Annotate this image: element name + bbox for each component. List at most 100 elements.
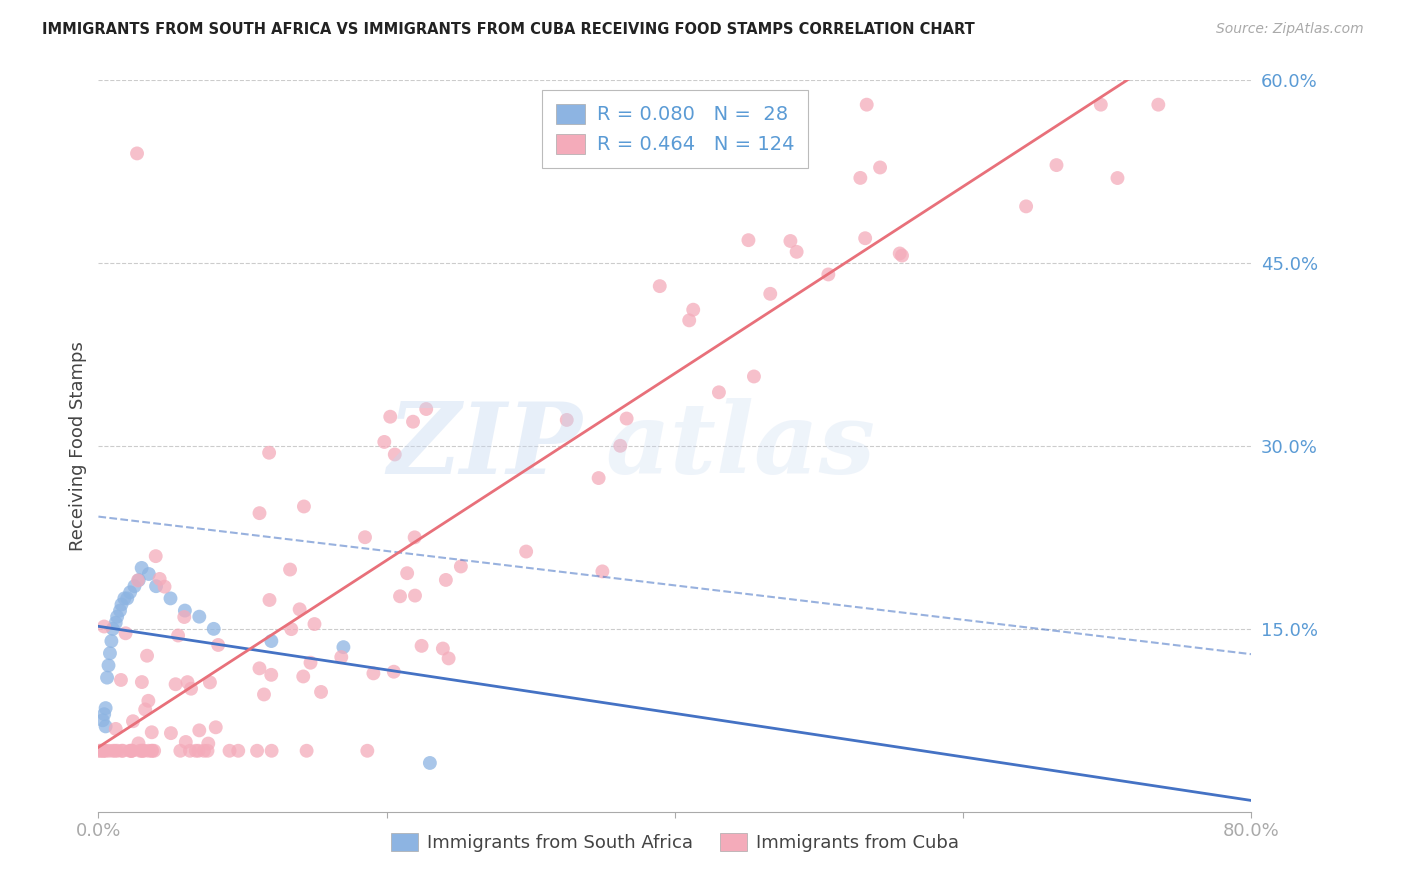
Immigrants from Cuba — [114, 626, 136, 640]
Immigrants from South Africa — [131, 561, 153, 575]
Immigrants from Cuba — [120, 744, 142, 758]
Immigrants from Cuba — [434, 573, 457, 587]
Immigrants from South Africa — [419, 756, 441, 770]
Immigrants from Cuba — [1015, 199, 1038, 213]
Immigrants from Cuba — [678, 313, 700, 327]
Immigrants from Cuba — [253, 688, 276, 702]
Immigrants from South Africa — [128, 573, 150, 587]
Immigrants from Cuba — [790, 141, 813, 155]
Immigrants from Cuba — [207, 638, 229, 652]
Immigrants from Cuba — [384, 448, 406, 462]
Immigrants from Cuba — [382, 665, 405, 679]
Immigrants from Cuba — [101, 744, 124, 758]
Immigrants from Cuba — [402, 415, 425, 429]
Immigrants from Cuba — [309, 685, 332, 699]
Immigrants from Cuba — [179, 744, 201, 758]
Immigrants from Cuba — [136, 648, 159, 663]
Immigrants from Cuba — [165, 677, 187, 691]
Immigrants from Cuba — [779, 234, 801, 248]
Y-axis label: Receiving Food Stamps: Receiving Food Stamps — [69, 341, 87, 551]
Immigrants from Cuba — [411, 639, 433, 653]
Immigrants from Cuba — [707, 385, 730, 400]
Immigrants from Cuba — [111, 744, 134, 758]
Immigrants from Cuba — [389, 589, 412, 603]
Immigrants from Cuba — [778, 97, 800, 112]
Immigrants from South Africa — [94, 719, 117, 733]
Immigrants from Cuba — [259, 593, 281, 607]
Immigrants from Cuba — [105, 744, 128, 758]
Immigrants from Cuba — [682, 302, 704, 317]
Immigrants from South Africa — [332, 640, 354, 655]
Immigrants from Cuba — [110, 673, 132, 687]
Immigrants from Cuba — [404, 530, 426, 544]
Immigrants from Cuba — [187, 744, 209, 758]
Immigrants from Cuba — [648, 279, 671, 293]
Immigrants from South Africa — [100, 634, 122, 648]
Immigrants from Cuba — [415, 402, 437, 417]
Immigrants from Cuba — [299, 656, 322, 670]
Immigrants from Cuba — [373, 434, 395, 449]
Immigrants from Cuba — [104, 744, 127, 758]
Immigrants from Cuba — [121, 744, 143, 758]
Immigrants from Cuba — [278, 563, 301, 577]
Immigrants from Cuba — [97, 744, 120, 758]
Immigrants from Cuba — [141, 725, 163, 739]
Immigrants from Cuba — [204, 720, 226, 734]
Immigrants from South Africa — [124, 579, 146, 593]
Immigrants from Cuba — [143, 744, 166, 758]
Immigrants from Cuba — [249, 661, 271, 675]
Text: IMMIGRANTS FROM SOUTH AFRICA VS IMMIGRANTS FROM CUBA RECEIVING FOOD STAMPS CORRE: IMMIGRANTS FROM SOUTH AFRICA VS IMMIGRAN… — [42, 22, 974, 37]
Immigrants from Cuba — [188, 723, 211, 738]
Immigrants from South Africa — [120, 585, 142, 599]
Immigrants from Cuba — [1045, 158, 1067, 172]
Immigrants from South Africa — [98, 646, 121, 660]
Immigrants from Cuba — [437, 651, 460, 665]
Immigrants from Cuba — [354, 530, 377, 544]
Immigrants from Cuba — [197, 737, 219, 751]
Immigrants from South Africa — [104, 615, 127, 630]
Immigrants from Cuba — [173, 610, 195, 624]
Immigrants from South Africa — [110, 598, 132, 612]
Immigrants from Cuba — [330, 650, 353, 665]
Immigrants from Cuba — [246, 744, 269, 758]
Immigrants from Cuba — [889, 246, 911, 260]
Immigrants from Cuba — [89, 744, 111, 758]
Immigrants from South Africa — [97, 658, 120, 673]
Immigrants from Cuba — [141, 744, 163, 758]
Immigrants from Cuba — [174, 735, 197, 749]
Immigrants from Cuba — [742, 369, 765, 384]
Immigrants from South Africa — [108, 603, 131, 617]
Immigrants from South Africa — [101, 622, 124, 636]
Text: ZIP: ZIP — [388, 398, 582, 494]
Immigrants from Cuba — [869, 161, 891, 175]
Immigrants from Cuba — [167, 628, 190, 642]
Immigrants from Cuba — [132, 744, 155, 758]
Immigrants from South Africa — [96, 671, 118, 685]
Immigrants from Cuba — [197, 744, 219, 758]
Immigrants from Cuba — [111, 744, 134, 758]
Immigrants from Cuba — [218, 744, 240, 758]
Immigrants from Cuba — [184, 744, 207, 758]
Immigrants from Cuba — [591, 565, 613, 579]
Immigrants from Cuba — [176, 675, 198, 690]
Immigrants from Cuba — [1090, 97, 1112, 112]
Immigrants from Cuba — [260, 668, 283, 682]
Immigrants from Cuba — [1107, 171, 1129, 186]
Immigrants from Cuba — [127, 736, 149, 750]
Immigrants from Cuba — [145, 549, 167, 563]
Immigrants from Cuba — [180, 681, 202, 696]
Immigrants from Cuba — [855, 97, 877, 112]
Immigrants from Cuba — [121, 744, 143, 758]
Immigrants from Cuba — [134, 702, 156, 716]
Immigrants from Cuba — [737, 233, 759, 247]
Immigrants from Cuba — [198, 675, 221, 690]
Immigrants from Cuba — [89, 744, 111, 758]
Immigrants from Cuba — [138, 694, 160, 708]
Immigrants from Cuba — [396, 566, 419, 581]
Immigrants from Cuba — [588, 471, 610, 485]
Immigrants from Cuba — [153, 580, 176, 594]
Immigrants from Cuba — [257, 446, 280, 460]
Immigrants from Cuba — [127, 574, 149, 588]
Text: atlas: atlas — [606, 398, 876, 494]
Immigrants from Cuba — [94, 744, 117, 758]
